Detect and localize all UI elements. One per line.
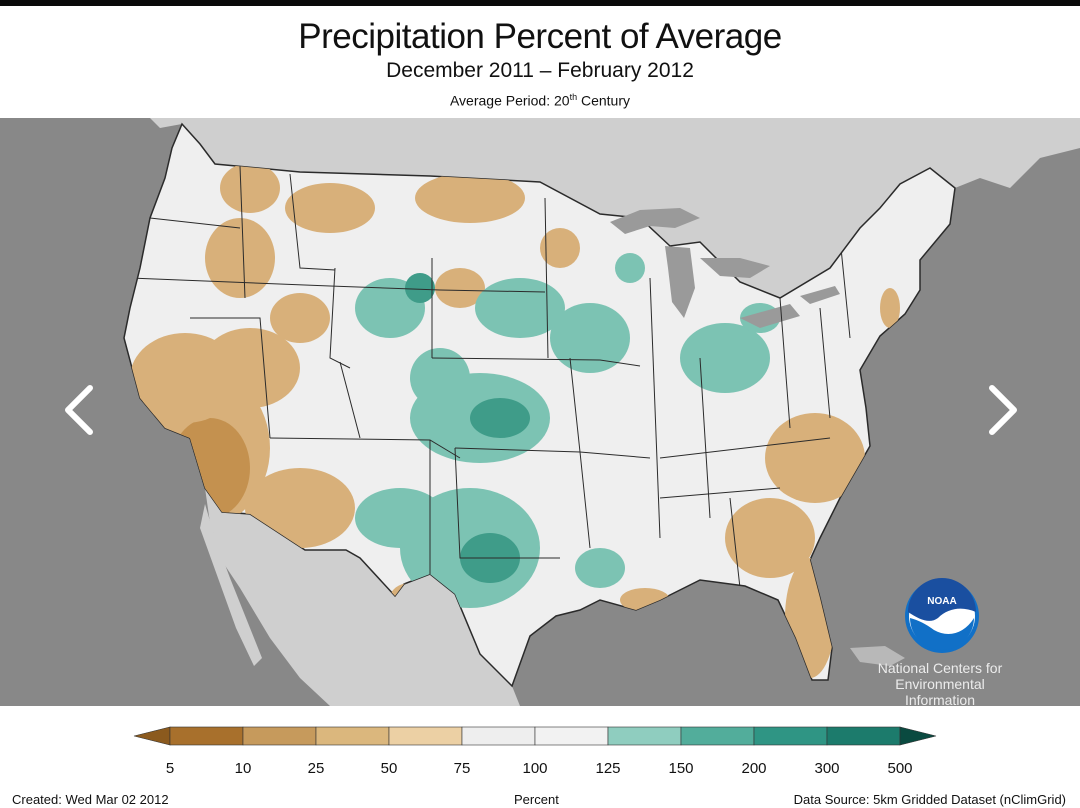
legend-bin (534, 726, 609, 746)
ncei-logo-text: National Centers for Environmental Infor… (877, 660, 1003, 706)
legend-unit: Percent (514, 792, 559, 807)
map-graphic (123, 118, 1080, 706)
chevron-right-icon (989, 385, 1017, 435)
legend-tick-label: 300 (814, 760, 840, 777)
legend-arrow-high (899, 726, 937, 746)
top-border (0, 0, 1080, 6)
legend-bin (169, 726, 244, 746)
legend-tick-label: 150 (668, 760, 694, 777)
legend-bin (388, 726, 463, 746)
legend-tick-label: 75 (453, 760, 471, 777)
precipitation-map: NOAA National Centers for Environmental … (0, 118, 1080, 706)
legend-tick-label: 25 (307, 760, 325, 777)
legend-tick-label: 5 (165, 760, 175, 777)
legend-bin (607, 726, 682, 746)
created-date: Created: Wed Mar 02 2012 (12, 792, 169, 807)
legend-arrow-low (133, 726, 171, 746)
legend-bin (826, 726, 901, 746)
legend-tick-label: 200 (741, 760, 767, 777)
legend-tick-label: 50 (380, 760, 398, 777)
legend-bin (242, 726, 317, 746)
previous-arrow-button[interactable] (56, 378, 104, 442)
noaa-logo: NOAA (904, 578, 980, 654)
legend-bin (315, 726, 390, 746)
legend-bin (680, 726, 755, 746)
chevron-left-icon (65, 385, 93, 435)
page-title: Precipitation Percent of Average (298, 17, 782, 56)
legend-colorbar (133, 726, 937, 746)
map-header: Precipitation Percent of Average Decembe… (0, 8, 1080, 112)
legend-bin (753, 726, 828, 746)
legend-tick-label: 500 (887, 760, 913, 777)
legend-tick-label: 100 (522, 760, 548, 777)
date-range: December 2011 – February 2012 (386, 59, 694, 82)
next-arrow-button[interactable] (978, 378, 1026, 442)
color-legend: 5 10 25 50 75 100 125 150 200 300 500 Created: Wed… (0, 720, 1080, 808)
legend-bin (461, 726, 536, 746)
average-period: Average Period: 20th Century (449, 92, 631, 109)
legend-tick-label: 10 (234, 760, 252, 777)
svg-text:NOAA: NOAA (927, 596, 956, 607)
data-source: Data Source: 5km Gridded Dataset (nClimG… (793, 792, 1066, 807)
legend-tick-label: 125 (595, 760, 621, 777)
